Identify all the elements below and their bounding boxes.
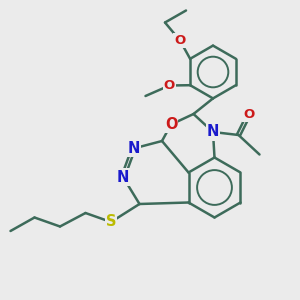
Text: O: O	[174, 34, 186, 47]
Text: N: N	[127, 141, 140, 156]
Text: N: N	[207, 124, 219, 140]
Text: N: N	[117, 169, 129, 184]
Text: O: O	[243, 107, 255, 121]
Text: O: O	[164, 79, 175, 92]
Text: S: S	[106, 214, 116, 230]
Text: O: O	[165, 117, 177, 132]
